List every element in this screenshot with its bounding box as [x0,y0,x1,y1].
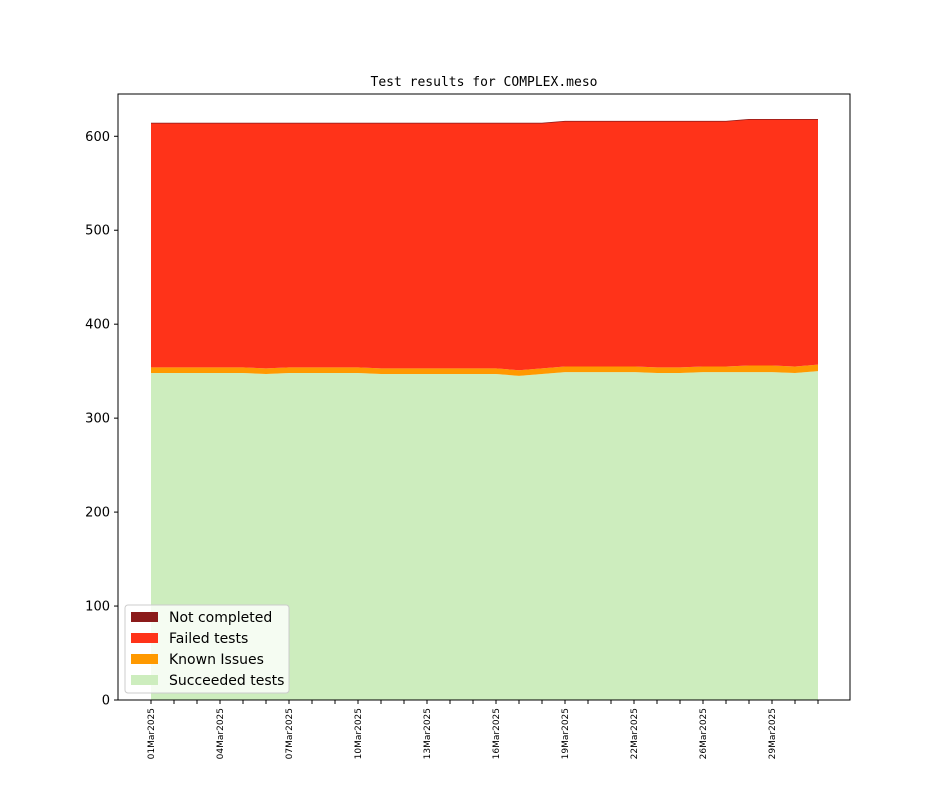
y-tick-label: 0 [102,694,110,709]
x-axis: 01Mar2025 04Mar2025 07Mar2025 10Mar2025 13Ma… [147,700,819,759]
x-tick-label: 16Mar2025 [492,708,502,759]
legend-box [124,604,290,694]
area-top-outline [151,118,818,124]
y-tick-label: 300 [85,412,110,427]
legend-swatch [131,654,158,664]
y-tick-label: 400 [85,318,110,333]
x-tick-label: 04Mar2025 [216,708,226,759]
legend-label: Not completed [169,610,272,626]
x-tick-label: 22Mar2025 [630,708,640,759]
y-tick-label: 500 [85,224,110,239]
area-known-issues [151,364,818,376]
plot-frame [117,93,851,701]
x-tick-label: 19Mar2025 [561,708,571,759]
area-succeeded-tests [151,371,818,700]
y-tick-label: 200 [85,506,110,521]
y-axis: 0 100 200 300 400 500 600 [85,130,118,709]
legend-label: Succeeded tests [169,673,284,689]
chart-title: Test results for COMPLEX.meso [371,75,598,90]
x-tick-label: 01Mar2025 [147,708,157,759]
legend-label: Known Issues [169,652,264,668]
x-tick-label: 26Mar2025 [699,708,709,759]
legend-swatch [131,675,158,685]
y-tick-label: 600 [85,130,110,145]
legend-label: Failed tests [169,631,248,647]
legend-swatch [131,633,158,643]
area-failed-tests [151,119,818,371]
y-tick-label: 100 [85,600,110,615]
area-layers [151,118,818,700]
legend: Not completed Failed tests Known Issues Suc… [124,604,290,694]
x-tick-label: 13Mar2025 [423,708,433,759]
x-tick-label: 10Mar2025 [354,708,364,759]
x-tick-label: 29Mar2025 [768,708,778,759]
x-tick-label: 07Mar2025 [285,708,295,759]
legend-swatch [131,612,158,622]
